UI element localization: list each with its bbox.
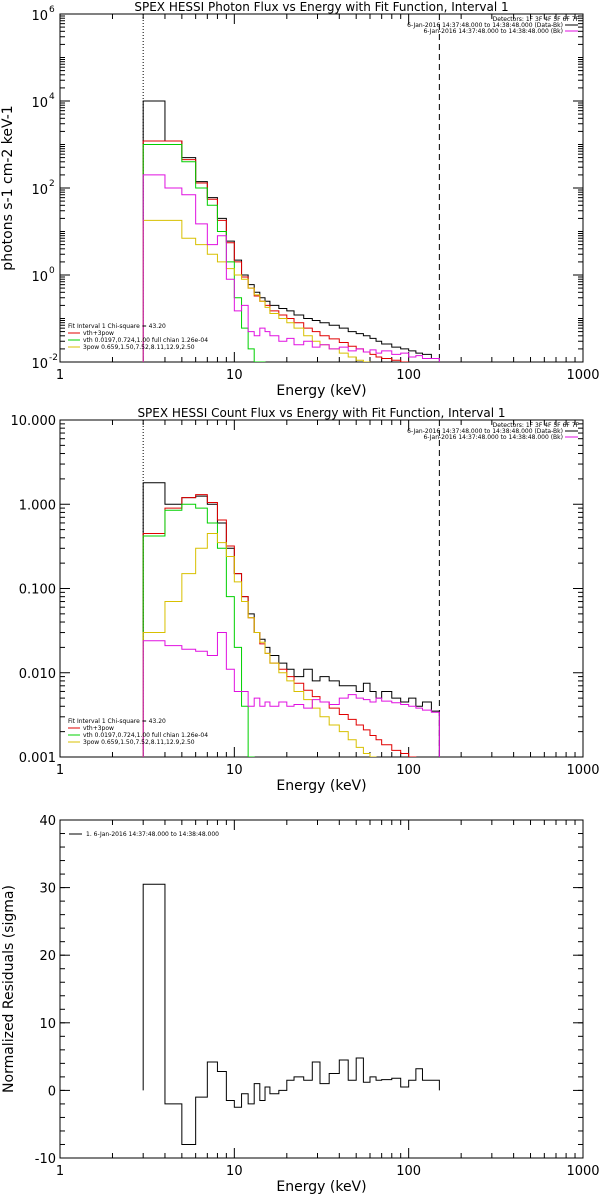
series-nonthermal: [142, 532, 377, 757]
x-tick-label: 1000: [566, 368, 599, 383]
y-tick-label: 10: [31, 270, 48, 285]
y-tick-label: 10: [39, 1017, 56, 1032]
plot-frame: [59, 819, 584, 1159]
series-total: [142, 140, 410, 362]
legend-right-text: 6-Jan-2016 14:37:48.000 to 14:38:48.000 …: [407, 22, 563, 29]
y-tick-label: 20: [39, 949, 56, 964]
y-tick-label: 0.010: [19, 667, 56, 682]
plot-frame: [59, 13, 584, 363]
legend-text: 1. 6-Jan-2016 14:37:48.000 to 14:38:48.0…: [86, 831, 219, 838]
legend-right-text: Detectors: 1F 3F 4F 5F 6F 7F: [493, 16, 580, 23]
series-residuals: [142, 883, 440, 1145]
residuals-panel: 1 10 100 1000 -10 0 10 20 30 40 Energy (keV) Normal…: [1, 814, 600, 1195]
y-tick-exponent: 6: [49, 5, 55, 15]
y-axis-label: Normalized Residuals (sigma): [1, 885, 17, 1093]
legend-right-text: 6-Jan-2016 14:37:48.000 to 14:38:48.000 …: [423, 28, 563, 35]
chart-title: SPEX HESSI Photon Flux vs Energy with Fi…: [134, 0, 508, 14]
x-tick-label: 10: [226, 763, 243, 778]
y-tick-label: 0: [48, 1084, 56, 1099]
y-tick-exponent: 4: [49, 92, 55, 102]
x-tick-label: 1: [56, 763, 64, 778]
series-thermal: [142, 144, 266, 362]
y-tick-label: 10: [31, 9, 48, 24]
plot-frame: [59, 419, 584, 758]
x-tick-label: 1000: [566, 763, 599, 778]
x-tick-label: 1: [56, 368, 64, 383]
x-tick-label: 100: [396, 1164, 421, 1179]
legend-left-text: vth+3pow: [83, 330, 114, 337]
count-flux-panel: SPEX HESSI Count Flux vs Energy with Fit…: [11, 406, 600, 794]
series-data: [142, 482, 440, 757]
series-background: [142, 632, 440, 757]
y-tick-label: 0.100: [19, 583, 56, 598]
legend-right-text: Detectors: 1F 3F 4F 5F 6F 7F: [493, 422, 580, 429]
legend-right-text: 6-Jan-2016 14:37:48.000 to 14:38:48.000 …: [407, 428, 563, 435]
y-axis-label: photons s-1 cm-2 keV-1: [0, 105, 16, 270]
legend-left-text: Fit Interval 1 Chi-square = 43.20: [68, 718, 166, 725]
legend-right-text: 6-Jan-2016 14:37:48.000 to 14:38:48.000 …: [423, 434, 563, 441]
series-group: [142, 100, 440, 362]
series-background: [142, 174, 440, 362]
series-data: [142, 100, 440, 362]
y-tick-label: 30: [39, 882, 56, 897]
series-total: [142, 494, 417, 757]
x-tick-label: 100: [396, 368, 421, 383]
y-tick-label: 10: [31, 357, 48, 372]
legend-left-text: Fit Interval 1 Chi-square = 43.20: [68, 323, 166, 330]
x-tick-label: 10: [226, 368, 243, 383]
x-tick-label: 10: [226, 1164, 243, 1179]
y-tick-label: -10: [35, 1152, 56, 1167]
y-tick-label: 1.000: [19, 498, 56, 513]
y-tick-label: 0.001: [19, 751, 56, 766]
x-axis-label: Energy (keV): [276, 1179, 366, 1195]
chart-title: SPEX HESSI Count Flux vs Energy with Fit…: [137, 406, 505, 420]
y-tick-exponent: 2: [49, 179, 55, 189]
legend-left-text: 3pow 0.659,1.50,7.52,8.11,12.9,2.50: [83, 739, 195, 746]
y-tick-exponent: 0: [49, 266, 55, 276]
legend-left-text: vth+3pow: [83, 725, 114, 732]
series-group: [142, 482, 440, 757]
legend-left-text: vth 0.0197,0.724,1.00 full chian 1.26e-0…: [83, 732, 208, 739]
x-tick-label: 100: [396, 763, 421, 778]
series-nonthermal: [142, 219, 371, 362]
legend-left-text: vth 0.0197,0.724,1.00 full chian 1.26e-0…: [83, 337, 208, 344]
x-tick-label: 1000: [566, 1164, 599, 1179]
y-tick-label: 10: [31, 96, 48, 111]
x-tick-label: 1: [56, 1164, 64, 1179]
y-tick-label: 40: [39, 814, 56, 829]
y-tick-exponent: -2: [49, 353, 58, 363]
x-axis-label: Energy (keV): [276, 778, 366, 794]
x-axis-label: Energy (keV): [276, 383, 366, 399]
y-tick-label: 10.000: [11, 414, 57, 429]
photon-flux-panel: SPEX HESSI Photon Flux vs Energy with Fi…: [0, 0, 600, 399]
series-group: [142, 883, 440, 1145]
legend-left-text: 3pow 0.659,1.50,7.52,8.11,12.9,2.50: [83, 344, 195, 351]
y-tick-label: 10: [31, 183, 48, 198]
